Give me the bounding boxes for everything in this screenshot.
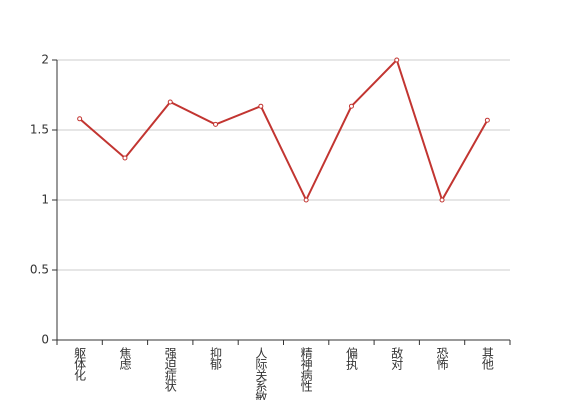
y-tick-label: 2	[41, 53, 49, 67]
x-tick-label: 敌对	[390, 346, 404, 370]
x-tick-label: 偏执	[344, 346, 358, 371]
x-tick-label: 人际关系敏感	[254, 347, 268, 400]
line	[78, 58, 489, 203]
y-tick-label: 0.5	[30, 263, 49, 277]
point	[303, 197, 309, 203]
x-tick-label: 精神病性	[299, 347, 313, 393]
point	[484, 117, 490, 123]
y-tick-label: 1.5	[30, 123, 49, 137]
x-tick-label: 焦虑	[118, 347, 132, 370]
y-tick-label: 0	[41, 333, 49, 347]
point	[258, 103, 264, 109]
x-tick-label: 抑郁	[209, 346, 223, 371]
point	[77, 116, 83, 122]
point	[348, 103, 354, 109]
x-tick-label: 躯体化	[73, 346, 87, 382]
x-tick-label: 恐怖	[435, 347, 449, 370]
point	[213, 121, 219, 127]
x-tick-label: 强迫症状	[163, 347, 177, 392]
point	[394, 57, 400, 63]
y-tick-label: 1	[41, 193, 49, 207]
point	[439, 197, 445, 203]
x-tick-label: 其他	[480, 347, 494, 370]
point	[167, 99, 173, 105]
point	[122, 155, 128, 161]
